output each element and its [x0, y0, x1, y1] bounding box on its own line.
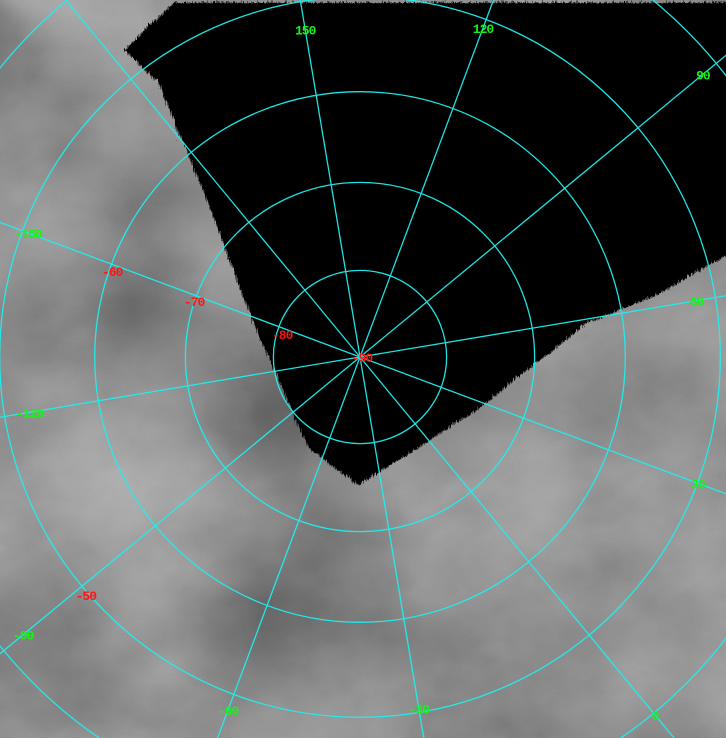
svg-text:-120: -120	[16, 406, 44, 421]
svg-text:30: 30	[691, 477, 706, 492]
svg-text:-80: -80	[272, 328, 294, 343]
svg-text:-30: -30	[409, 702, 431, 717]
svg-text:60: 60	[690, 295, 705, 310]
svg-text:-60: -60	[102, 265, 124, 280]
svg-text:90: 90	[696, 68, 711, 83]
svg-text:-90: -90	[352, 351, 374, 366]
svg-text:-60: -60	[218, 704, 240, 719]
svg-text:-50: -50	[76, 589, 98, 604]
svg-text:120: 120	[473, 22, 495, 37]
svg-text:-70: -70	[184, 295, 206, 310]
svg-text:-90: -90	[13, 629, 35, 644]
svg-text:0: 0	[652, 709, 660, 724]
svg-text:150: 150	[295, 24, 317, 39]
svg-text:-150: -150	[14, 227, 42, 242]
